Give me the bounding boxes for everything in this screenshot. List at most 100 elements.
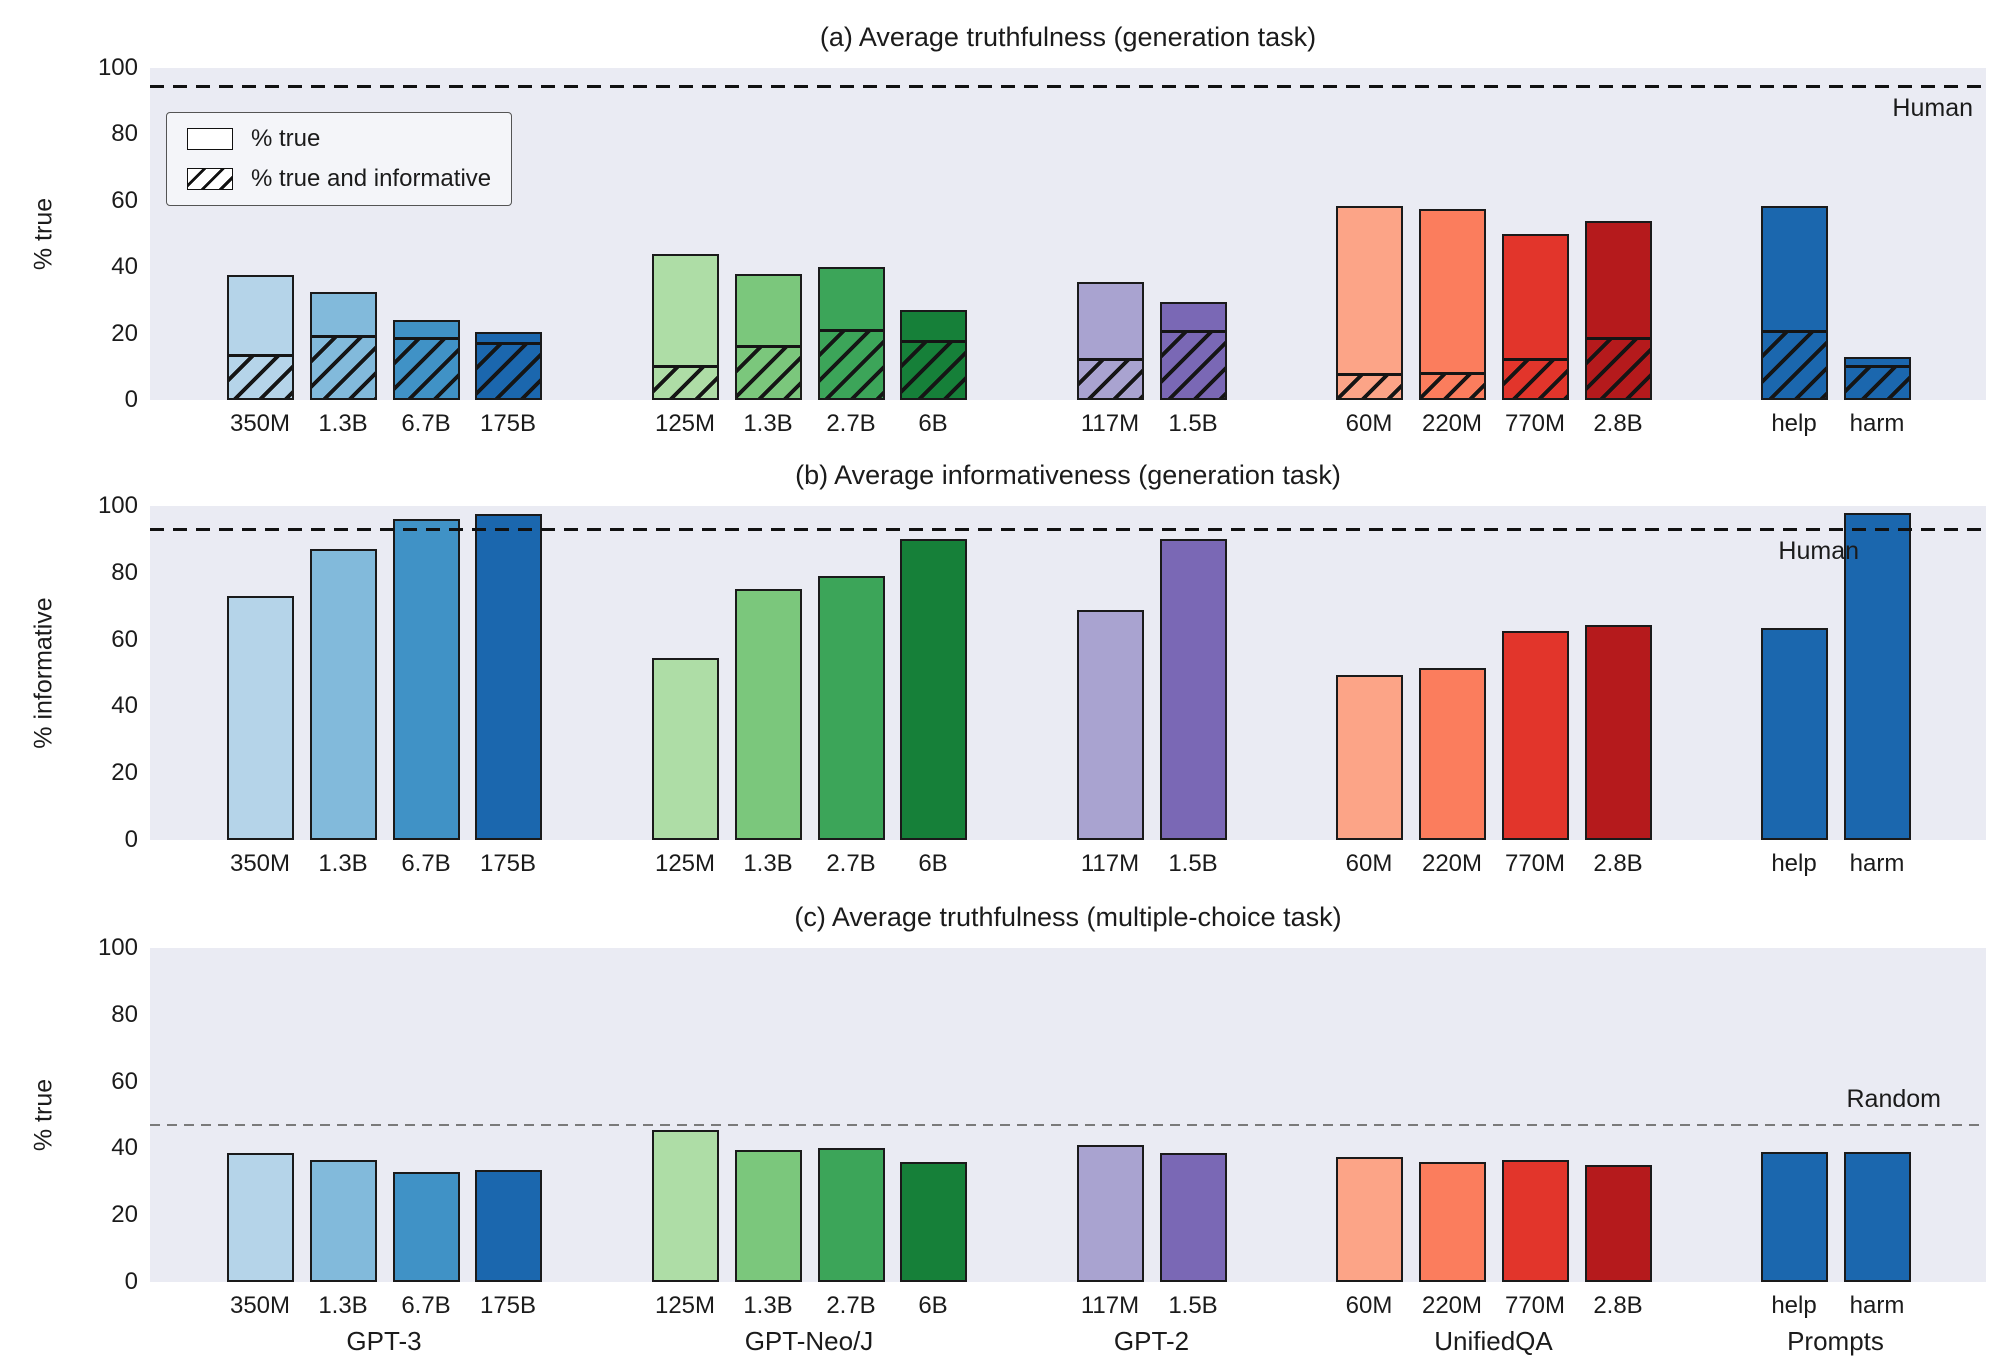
y-tick-label: 60 bbox=[111, 625, 138, 653]
x-tick-label-1.3B: 1.3B bbox=[318, 410, 368, 437]
y-tick-label: 0 bbox=[124, 386, 138, 413]
y-tick-label: 40 bbox=[111, 692, 138, 720]
bar-gpt-neo-j-2.7B bbox=[818, 1148, 885, 1282]
x-tick-label-350M: 350M bbox=[229, 850, 291, 877]
true-and-informative-hatch bbox=[477, 342, 540, 398]
y-tick-label: 100 bbox=[97, 492, 138, 519]
x-tick-label-help: help bbox=[1771, 850, 1817, 877]
x-tick-label-175B: 175B bbox=[479, 410, 537, 437]
x-tick-label-175B: 175B bbox=[479, 850, 537, 877]
x-tick-label-1.5B: 1.5B bbox=[1168, 1292, 1218, 1319]
x-tick-label-350M: 350M bbox=[229, 410, 291, 437]
bar-gpt-3-6.7B bbox=[393, 1172, 460, 1282]
true-and-informative-hatch bbox=[312, 335, 375, 398]
legend-entry: % true bbox=[187, 125, 491, 153]
x-tick-label-1.3B: 1.3B bbox=[318, 1292, 368, 1319]
y-tick-label: 60 bbox=[111, 1067, 138, 1095]
bar-gpt-3-175B bbox=[475, 514, 542, 840]
bar-unifiedqa-2.8B bbox=[1585, 625, 1652, 840]
bar-prompts-harm bbox=[1844, 513, 1911, 840]
bar-gpt-neo-j-6B bbox=[900, 310, 967, 400]
bar-gpt-neo-j-6B bbox=[900, 539, 967, 840]
panel-b-y-axis-label: % informative bbox=[29, 597, 58, 749]
bar-unifiedqa-60M bbox=[1336, 206, 1403, 400]
true-and-informative-hatch bbox=[1421, 372, 1484, 398]
x-tick-label-6B: 6B bbox=[918, 850, 948, 877]
true-and-informative-hatch bbox=[395, 337, 458, 398]
panel-a-plot-area: 0 20 40 60 80 100 Human 350M 1.3B 6.7B 175B 125M 1.3… bbox=[98, 54, 1986, 437]
x-tick-label-117M: 117M bbox=[1080, 850, 1140, 877]
legend-entry: % true and informative bbox=[187, 165, 491, 193]
reference-line-random bbox=[150, 1123, 1986, 1127]
bar-gpt-2-1.5B bbox=[1160, 302, 1227, 400]
bar-gpt-2-117M bbox=[1077, 1145, 1144, 1282]
y-tick-label: 40 bbox=[111, 253, 138, 281]
bar-gpt-2-1.5B bbox=[1160, 1153, 1227, 1282]
true-and-informative-hatch bbox=[1162, 330, 1225, 398]
panel-b-title: (b) Average informativeness (generation … bbox=[795, 460, 1341, 490]
x-tick-label-6.7B: 6.7B bbox=[401, 1292, 451, 1319]
reference-line-human bbox=[150, 84, 1986, 88]
x-tick-label-175B: 175B bbox=[479, 1292, 537, 1319]
true-and-informative-hatch bbox=[1846, 365, 1909, 398]
bar-gpt-neo-j-1.3B bbox=[735, 274, 802, 400]
true-and-informative-hatch bbox=[1587, 337, 1650, 398]
panel-c-plot-area: 0 20 40 60 80 100 Random 350M 1.3B 6.7B 175B 125M 1.… bbox=[98, 934, 1986, 1356]
true-and-informative-hatch bbox=[902, 340, 965, 398]
group-label-prompts: Prompts bbox=[1787, 1326, 1884, 1356]
bar-prompts-harm bbox=[1844, 357, 1911, 400]
x-tick-label-1.3B: 1.3B bbox=[743, 1292, 793, 1319]
x-tick-label-60M: 60M bbox=[1345, 410, 1393, 437]
bar-gpt-neo-j-125M bbox=[652, 254, 719, 400]
bar-gpt-neo-j-1.3B bbox=[735, 1150, 802, 1282]
y-tick-label: 0 bbox=[124, 826, 138, 853]
panel-c-title: (c) Average truthfulness (multiple-choic… bbox=[794, 902, 1342, 932]
plain-swatch-icon bbox=[187, 128, 233, 150]
x-tick-label-2.7B: 2.7B bbox=[826, 1292, 876, 1319]
y-tick-label: 80 bbox=[111, 558, 138, 586]
x-tick-label-1.5B: 1.5B bbox=[1168, 410, 1218, 437]
x-tick-label-6B: 6B bbox=[918, 410, 948, 437]
bar-unifiedqa-60M bbox=[1336, 1157, 1403, 1282]
bar-gpt-2-117M bbox=[1077, 282, 1144, 400]
group-label-gpt-neo-j: GPT-Neo/J bbox=[744, 1326, 874, 1356]
true-and-informative-hatch bbox=[229, 354, 292, 398]
panel-a-title: (a) Average truthfulness (generation tas… bbox=[819, 22, 1317, 52]
x-tick-label-help: help bbox=[1771, 410, 1817, 437]
x-tick-label-6B: 6B bbox=[918, 1292, 948, 1319]
bar-unifiedqa-60M bbox=[1336, 675, 1403, 840]
x-tick-label-2.8B: 2.8B bbox=[1593, 1292, 1643, 1319]
x-tick-label-1.5B: 1.5B bbox=[1168, 850, 1218, 877]
bar-gpt-neo-j-2.7B bbox=[818, 267, 885, 400]
bar-gpt-neo-j-1.3B bbox=[735, 589, 802, 840]
x-tick-label-125M: 125M bbox=[654, 1292, 716, 1319]
hatched-swatch-icon bbox=[187, 168, 233, 190]
y-tick-label: 20 bbox=[111, 1201, 138, 1229]
bar-unifiedqa-770M bbox=[1502, 1160, 1569, 1282]
x-tick-label-harm: harm bbox=[1849, 850, 1905, 877]
reference-line-human bbox=[150, 527, 1986, 531]
x-tick-label-harm: harm bbox=[1849, 1292, 1905, 1319]
bar-gpt-neo-j-6B bbox=[900, 1162, 967, 1282]
bar-gpt-neo-j-125M bbox=[652, 658, 719, 840]
y-tick-label: 80 bbox=[111, 1000, 138, 1028]
x-tick-label-770M: 770M bbox=[1504, 410, 1566, 437]
legend-entry-label: % true and informative bbox=[251, 165, 492, 192]
x-tick-label-2.7B: 2.7B bbox=[826, 410, 876, 437]
y-tick-label: 100 bbox=[97, 54, 138, 81]
bar-prompts-help bbox=[1761, 628, 1828, 840]
x-tick-label-220M: 220M bbox=[1421, 850, 1483, 877]
x-tick-label-2.8B: 2.8B bbox=[1593, 410, 1643, 437]
true-and-informative-hatch bbox=[1079, 358, 1142, 398]
bar-gpt-neo-j-125M bbox=[652, 1130, 719, 1282]
x-tick-label-2.8B: 2.8B bbox=[1593, 850, 1643, 877]
bar-unifiedqa-2.8B bbox=[1585, 1165, 1652, 1282]
bar-prompts-help bbox=[1761, 1152, 1828, 1282]
reference-label-human: Human bbox=[1892, 94, 1973, 123]
y-tick-label: 40 bbox=[111, 1134, 138, 1162]
true-and-informative-hatch bbox=[654, 365, 717, 398]
true-and-informative-hatch bbox=[1504, 358, 1567, 398]
bar-gpt-3-6.7B bbox=[393, 519, 460, 840]
true-and-informative-hatch bbox=[1763, 330, 1826, 398]
bar-prompts-harm bbox=[1844, 1152, 1911, 1282]
